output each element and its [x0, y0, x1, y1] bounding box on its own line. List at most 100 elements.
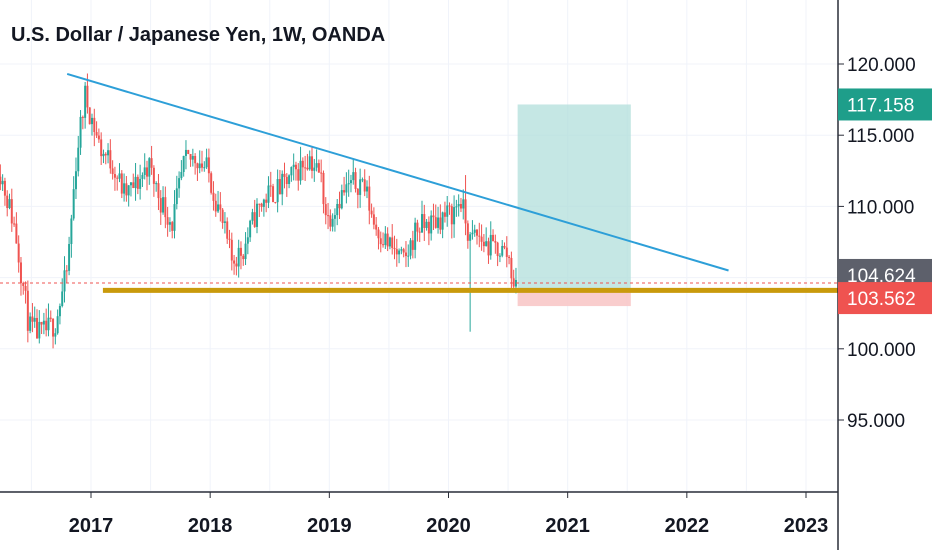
candle-body [127, 185, 130, 196]
candles [0, 73, 517, 349]
candle-body [95, 132, 98, 136]
candle-body [65, 270, 68, 272]
candle-body [322, 172, 325, 205]
candle-body [304, 167, 307, 169]
candle-body [116, 177, 119, 179]
candle-body [166, 217, 169, 225]
candle-body [471, 232, 474, 235]
candle-body [473, 229, 476, 233]
x-tick-label: 2020 [426, 515, 471, 537]
long-position-tool[interactable] [517, 104, 631, 307]
candle-body [457, 204, 460, 207]
candle-body [384, 233, 387, 245]
candle-body [294, 164, 297, 170]
candle-body [416, 222, 419, 232]
candle-body [503, 245, 506, 248]
candle-body [47, 317, 50, 331]
candle-body [311, 156, 314, 171]
candle-body [329, 215, 332, 227]
candle-body [201, 163, 204, 168]
candle-body [88, 107, 91, 125]
candle-body [210, 173, 213, 193]
candle-body [0, 176, 2, 185]
candle-body [343, 190, 346, 193]
candle-body [173, 204, 176, 231]
candle-body [301, 160, 304, 168]
candle-body [462, 199, 465, 209]
candle-body [212, 192, 215, 201]
candle-body [86, 85, 89, 108]
candle-body [253, 212, 256, 227]
candle-body [260, 203, 263, 207]
candle-body [317, 163, 320, 173]
candle-body [409, 240, 412, 256]
candle-body [485, 241, 488, 247]
x-tick-label: 2022 [665, 515, 710, 537]
resistance-trendline [66, 73, 729, 272]
candle-body [292, 164, 295, 168]
candle-body [340, 190, 343, 209]
candle-body [52, 318, 55, 337]
candle-body [171, 222, 174, 231]
candle-body [395, 249, 398, 255]
candle-body [61, 291, 64, 307]
x-tick-label: 2021 [545, 515, 590, 537]
candle-body [49, 317, 52, 319]
candle-body [180, 171, 183, 179]
candle-body [134, 176, 137, 189]
candle-body [354, 172, 357, 189]
candle-body [194, 155, 197, 164]
candle-body [331, 218, 334, 227]
candle-body [38, 321, 41, 339]
price-tag-label: 103.562 [847, 289, 916, 310]
candle-body [274, 202, 277, 204]
candle-body [63, 270, 66, 292]
candle-body [219, 204, 222, 210]
chart-title: U.S. Dollar / Japanese Yen, 1W, OANDA [11, 24, 385, 46]
candle-body [17, 243, 20, 263]
y-tick-label: 110.000 [847, 197, 914, 218]
candle-body [228, 238, 231, 240]
candle-body [70, 218, 73, 245]
candle-body [469, 234, 472, 241]
candle-body [162, 197, 165, 213]
candle-body [356, 188, 359, 195]
candle-body [58, 306, 61, 317]
candle-body [508, 256, 511, 258]
candle-body [450, 206, 453, 225]
drawings[interactable] [0, 73, 932, 293]
candle-body [453, 207, 456, 225]
candle-body [338, 203, 341, 209]
candle-body [178, 178, 181, 189]
candle-body [308, 156, 311, 170]
candle-body [79, 116, 82, 148]
candle-body [425, 221, 428, 228]
candle-body [347, 183, 350, 185]
candle-body [109, 150, 112, 169]
candle-body [221, 209, 224, 223]
candle-body [56, 316, 59, 334]
candle-body [276, 179, 279, 203]
candle-body [129, 182, 132, 186]
candle-body [143, 167, 146, 175]
candle-body [262, 199, 265, 207]
candle-body [478, 235, 481, 237]
candle-body [19, 262, 22, 284]
candle-body [496, 242, 499, 257]
candle-body [155, 183, 158, 185]
candle-body [148, 158, 151, 177]
candle-body [514, 280, 517, 287]
candle-body [324, 204, 327, 216]
candle-body [40, 321, 43, 325]
candle-body [512, 278, 515, 287]
candle-body [336, 203, 339, 216]
candle-body [31, 316, 34, 322]
candle-body [372, 214, 375, 225]
candle-body [288, 175, 291, 185]
candle-body [505, 247, 508, 257]
candle-body [93, 117, 96, 133]
candle-body [283, 173, 286, 177]
